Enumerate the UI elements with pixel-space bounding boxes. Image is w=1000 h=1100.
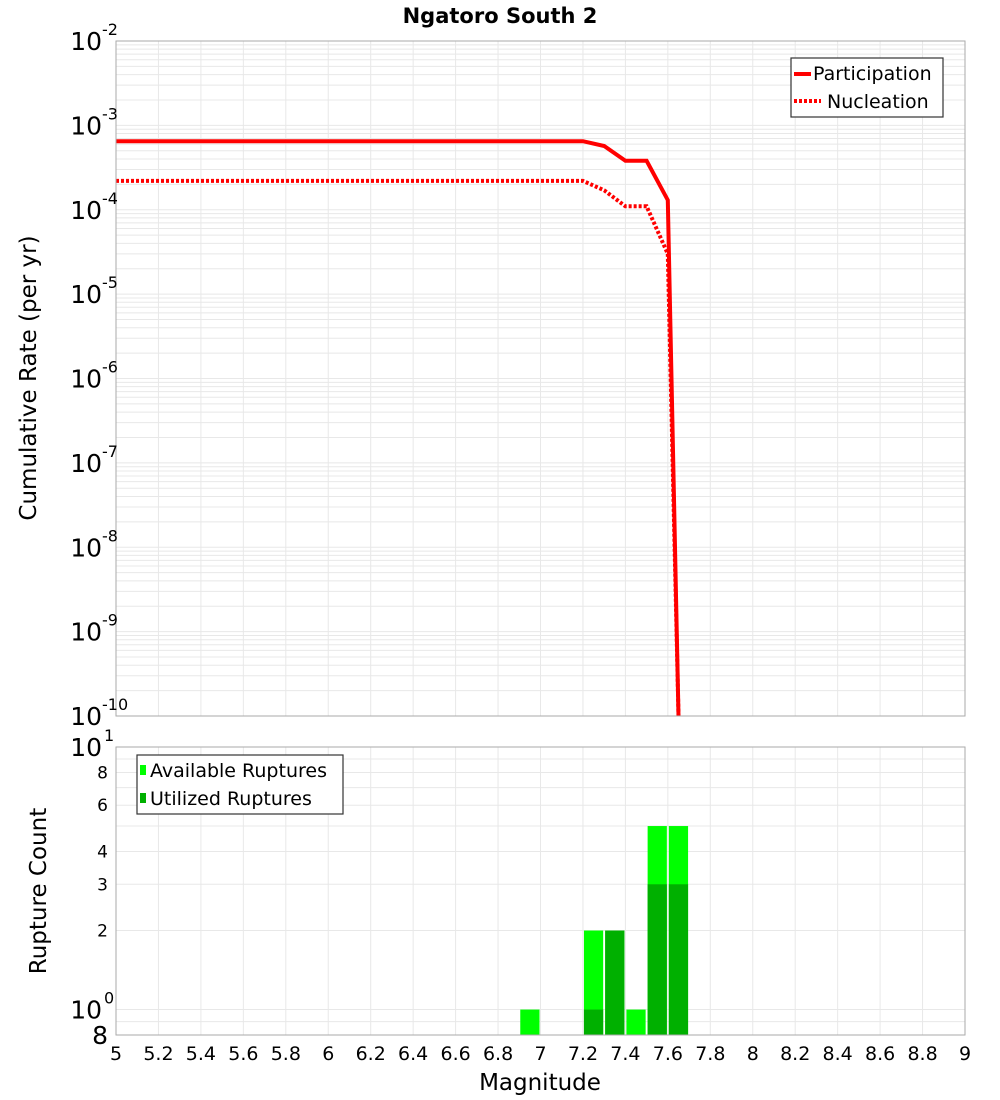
- rate-y-tick-label: 10: [70, 618, 102, 647]
- rate-y-tick-exponent: -6: [102, 358, 118, 377]
- rate-y-tick-exponent: -10: [102, 695, 128, 714]
- rupture-y-tick-exponent: 1: [104, 726, 114, 745]
- utilized-legend-label: Utilized Ruptures: [150, 788, 312, 810]
- magnitude-x-tick-label: 5: [110, 1043, 122, 1065]
- magnitude-x-tick-label: 5.4: [186, 1043, 216, 1065]
- magnitude-x-axis-label: Magnitude: [479, 1070, 601, 1096]
- magnitude-x-tick-label: 8.6: [865, 1043, 895, 1065]
- rupture-y-tick-label: 10: [70, 733, 102, 762]
- available-legend-label: Available Ruptures: [150, 760, 327, 782]
- magnitude-x-tick-label: 6.8: [483, 1043, 513, 1065]
- rate-y-tick-exponent: -4: [102, 189, 118, 208]
- rupture-y-tick-label: 2: [97, 922, 108, 942]
- rate-y-tick-exponent: -9: [102, 611, 118, 630]
- rate-y-tick-exponent: -3: [102, 104, 118, 123]
- rupture-y-tick-label: 6: [97, 796, 108, 816]
- rate-y-tick-label: 10: [70, 27, 102, 56]
- utilized-rupture-bar: [647, 884, 667, 1035]
- magnitude-x-tick-label: 5.8: [271, 1043, 301, 1065]
- rupture-y-tick-label: 10: [70, 996, 102, 1025]
- rate-y-axis-ticks: 10-210-310-410-510-610-710-810-910-10: [70, 20, 128, 731]
- chart-title: Ngatoro South 2: [403, 4, 598, 28]
- rupture-y-tick-label: 4: [97, 842, 108, 862]
- participation-line: [116, 139, 681, 717]
- magnitude-x-tick-label: 6: [322, 1043, 334, 1065]
- rate-y-tick-exponent: -7: [102, 442, 118, 461]
- magnitude-x-tick-label: 8: [747, 1043, 759, 1065]
- rupture-y-tick-label: 8: [97, 763, 108, 783]
- magnitude-x-tick-label: 7.6: [653, 1043, 683, 1065]
- rate-y-tick-label: 10: [70, 365, 102, 394]
- participation-legend-label: Participation: [813, 63, 932, 85]
- rate-y-tick-exponent: -8: [102, 526, 118, 545]
- rate-y-tick-label: 10: [70, 449, 102, 478]
- rate-plot: 10-210-310-410-510-610-710-810-910-10 Cu…: [16, 20, 966, 731]
- magnitude-x-tick-label: 6.4: [398, 1043, 428, 1065]
- utilized-rupture-bar: [668, 884, 689, 1035]
- rupture-bars: [520, 826, 689, 1035]
- rupture-y-tick-exponent: 0: [104, 989, 114, 1008]
- rate-plot-grid: [115, 41, 966, 717]
- magnitude-x-tick-label: 7.2: [568, 1043, 598, 1065]
- magnitude-x-tick-label: 8.8: [907, 1043, 937, 1065]
- magnitude-x-tick-label: 9: [959, 1043, 971, 1065]
- rupture-y-tick-label: 8: [92, 1021, 108, 1050]
- magnitude-x-tick-label: 7: [534, 1043, 546, 1065]
- magnitude-x-tick-label: 6.2: [356, 1043, 386, 1065]
- magnitude-x-tick-label: 7.8: [695, 1043, 725, 1065]
- magnitude-x-tick-label: 6.6: [440, 1043, 470, 1065]
- magnitude-x-tick-label: 8.4: [823, 1043, 853, 1065]
- rate-plot-series: [116, 139, 681, 717]
- nucleation-line: [116, 178, 681, 717]
- rate-y-tick-label: 10: [70, 533, 102, 562]
- utilized-rupture-bar: [605, 930, 625, 1035]
- utilized-rupture-bar: [583, 1009, 604, 1035]
- magnitude-x-tick-label: 7.4: [610, 1043, 640, 1065]
- rupture-legend: Available Ruptures Utilized Ruptures: [136, 754, 344, 815]
- nucleation-legend-label: Nucleation: [827, 91, 929, 113]
- rate-legend: Participation Nucleation: [790, 57, 944, 118]
- rate-y-tick-label: 10: [70, 280, 102, 309]
- rate-y-tick-label: 10: [70, 702, 102, 731]
- available-rupture-bar: [583, 930, 604, 1035]
- rupture-y-axis-label: Rupture Count: [26, 808, 52, 974]
- magnitude-x-tick-label: 8.2: [780, 1043, 810, 1065]
- magnitude-x-axis-ticks: 5 5.2 5.4 5.6 5.8 6 6.2 6.4 6.6 6.8 7 7.2 7.4 7.6 7.8 8…: [110, 1043, 971, 1065]
- rate-y-tick-label: 10: [70, 111, 102, 140]
- magnitude-x-tick-label: 5.2: [143, 1043, 173, 1065]
- available-legend-swatch: [140, 765, 146, 775]
- rate-y-tick-exponent: -5: [102, 273, 118, 292]
- utilized-legend-swatch: [140, 793, 146, 803]
- rate-y-tick-label: 10: [70, 196, 102, 225]
- available-rupture-bar: [520, 1009, 540, 1035]
- rate-y-tick-exponent: -2: [102, 20, 118, 39]
- rupture-y-tick-label: 3: [97, 875, 108, 895]
- magnitude-x-tick-label: 5.6: [228, 1043, 258, 1065]
- rate-y-axis-label: Cumulative Rate (per yr): [16, 235, 42, 520]
- available-rupture-bar: [626, 1009, 646, 1035]
